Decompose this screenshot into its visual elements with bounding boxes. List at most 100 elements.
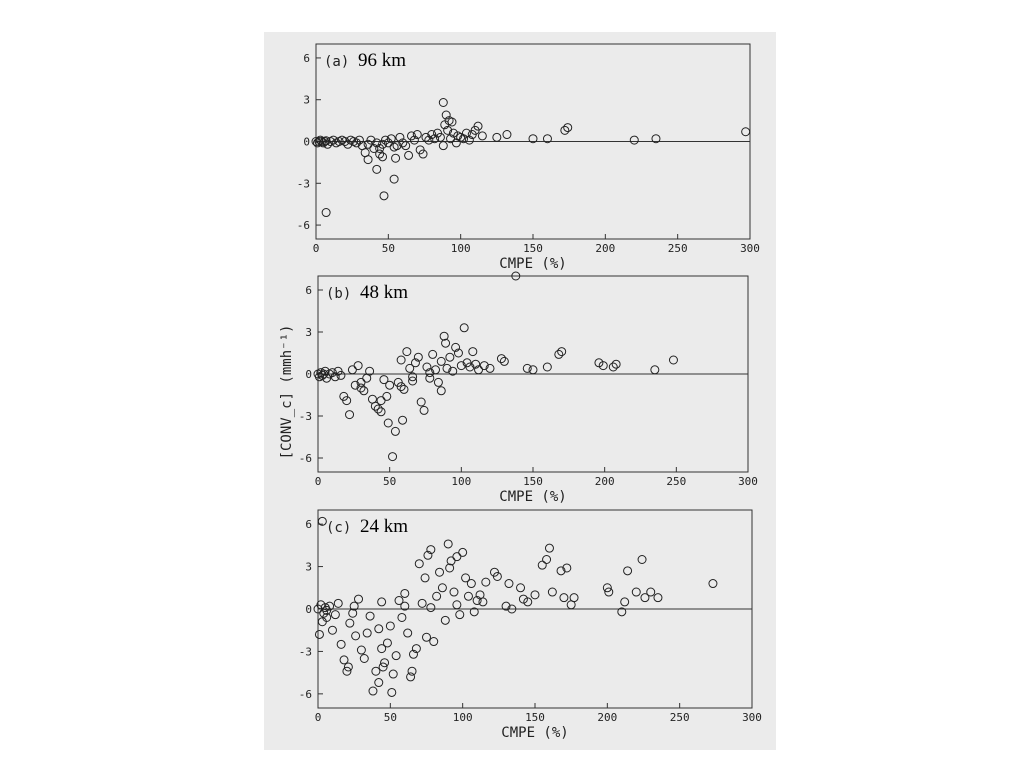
data-point (348, 608, 358, 618)
data-point (372, 164, 382, 174)
data-point (356, 377, 366, 387)
y-tick-label: 6 (303, 52, 310, 65)
data-point (445, 352, 455, 362)
data-point (443, 125, 453, 135)
data-point (650, 365, 660, 375)
data-point (386, 134, 396, 144)
data-point (447, 117, 457, 127)
data-point (402, 347, 412, 357)
data-point (437, 583, 447, 593)
data-point (504, 579, 514, 589)
data-point (449, 587, 459, 597)
data-point (522, 363, 532, 373)
panel-2: 0 50 100 150 200 250 300 -6 -3 0 3 6 CMPE (%) (b) 48 k… (299, 271, 758, 505)
data-point (365, 366, 375, 376)
data-point (425, 368, 435, 378)
data-point (542, 555, 552, 564)
data-point (323, 139, 333, 149)
data-point (459, 323, 469, 333)
data-point (336, 370, 346, 380)
data-point (413, 352, 423, 362)
data-point (620, 597, 630, 607)
data-point (400, 588, 410, 598)
data-point (382, 391, 392, 401)
panel-label: (c) (326, 520, 351, 536)
data-point (617, 607, 627, 617)
y-tick-label: 0 (303, 136, 310, 149)
data-point (380, 658, 390, 668)
data-point (463, 591, 473, 601)
x-tick-label: 250 (670, 711, 690, 724)
data-point (382, 638, 392, 648)
data-point (373, 404, 383, 414)
data-point (374, 624, 384, 634)
data-point (406, 672, 416, 682)
x-tick-label: 300 (742, 711, 762, 724)
data-point (429, 637, 439, 647)
x-tick-label: 0 (313, 242, 320, 255)
x-tick-label: 250 (668, 242, 688, 255)
data-point (492, 571, 502, 581)
data-point (377, 597, 387, 607)
data-point (388, 669, 398, 679)
data-point (347, 365, 357, 375)
data-point (345, 410, 355, 420)
data-point (356, 645, 366, 655)
data-point (741, 127, 751, 137)
data-point (311, 137, 321, 146)
data-point (542, 134, 552, 144)
data-point (560, 125, 570, 135)
data-point (418, 149, 428, 159)
data-point (369, 143, 379, 153)
data-point (387, 687, 397, 697)
data-point (327, 625, 337, 635)
data-point (417, 598, 427, 608)
data-point (411, 644, 421, 654)
x-tick-label: 150 (523, 475, 543, 488)
data-point (433, 377, 443, 387)
data-point (412, 130, 422, 140)
data-point (474, 365, 484, 375)
data-point (452, 600, 462, 610)
data-point (423, 550, 433, 560)
data-point (322, 605, 332, 615)
data-point (422, 362, 432, 372)
data-point (395, 132, 405, 142)
y-tick-label: -3 (299, 410, 312, 423)
data-point (374, 678, 384, 688)
data-point (435, 132, 445, 142)
data-point (368, 686, 378, 696)
x-tick-label: 100 (451, 242, 471, 255)
data-point (408, 372, 418, 382)
y-tick-label: -6 (297, 219, 310, 232)
x-tick-label: 50 (382, 242, 395, 255)
data-point (409, 135, 419, 145)
data-point (528, 134, 538, 144)
y-tick-label: 6 (305, 284, 312, 297)
data-point (464, 135, 474, 145)
data-point (448, 366, 458, 376)
x-tick-label: 0 (315, 711, 322, 724)
y-tick-label: -3 (297, 177, 310, 190)
y-tick-label: 6 (305, 518, 312, 531)
data-point (345, 618, 355, 628)
y-tick-label: 0 (305, 603, 312, 616)
data-point (380, 135, 390, 145)
data-point (420, 573, 430, 583)
data-point (530, 590, 540, 600)
x-tick-label: 250 (666, 475, 686, 488)
x-tick-label: 200 (595, 475, 615, 488)
data-point (342, 396, 352, 406)
data-point (708, 579, 718, 589)
data-point (442, 363, 452, 373)
data-point (414, 559, 424, 569)
data-point (378, 152, 388, 162)
data-point (425, 373, 435, 383)
data-point (372, 138, 382, 148)
data-point (354, 135, 364, 145)
data-point (501, 601, 511, 611)
data-point (516, 583, 526, 593)
x-tick-label: 100 (451, 475, 471, 488)
data-point (375, 149, 385, 159)
